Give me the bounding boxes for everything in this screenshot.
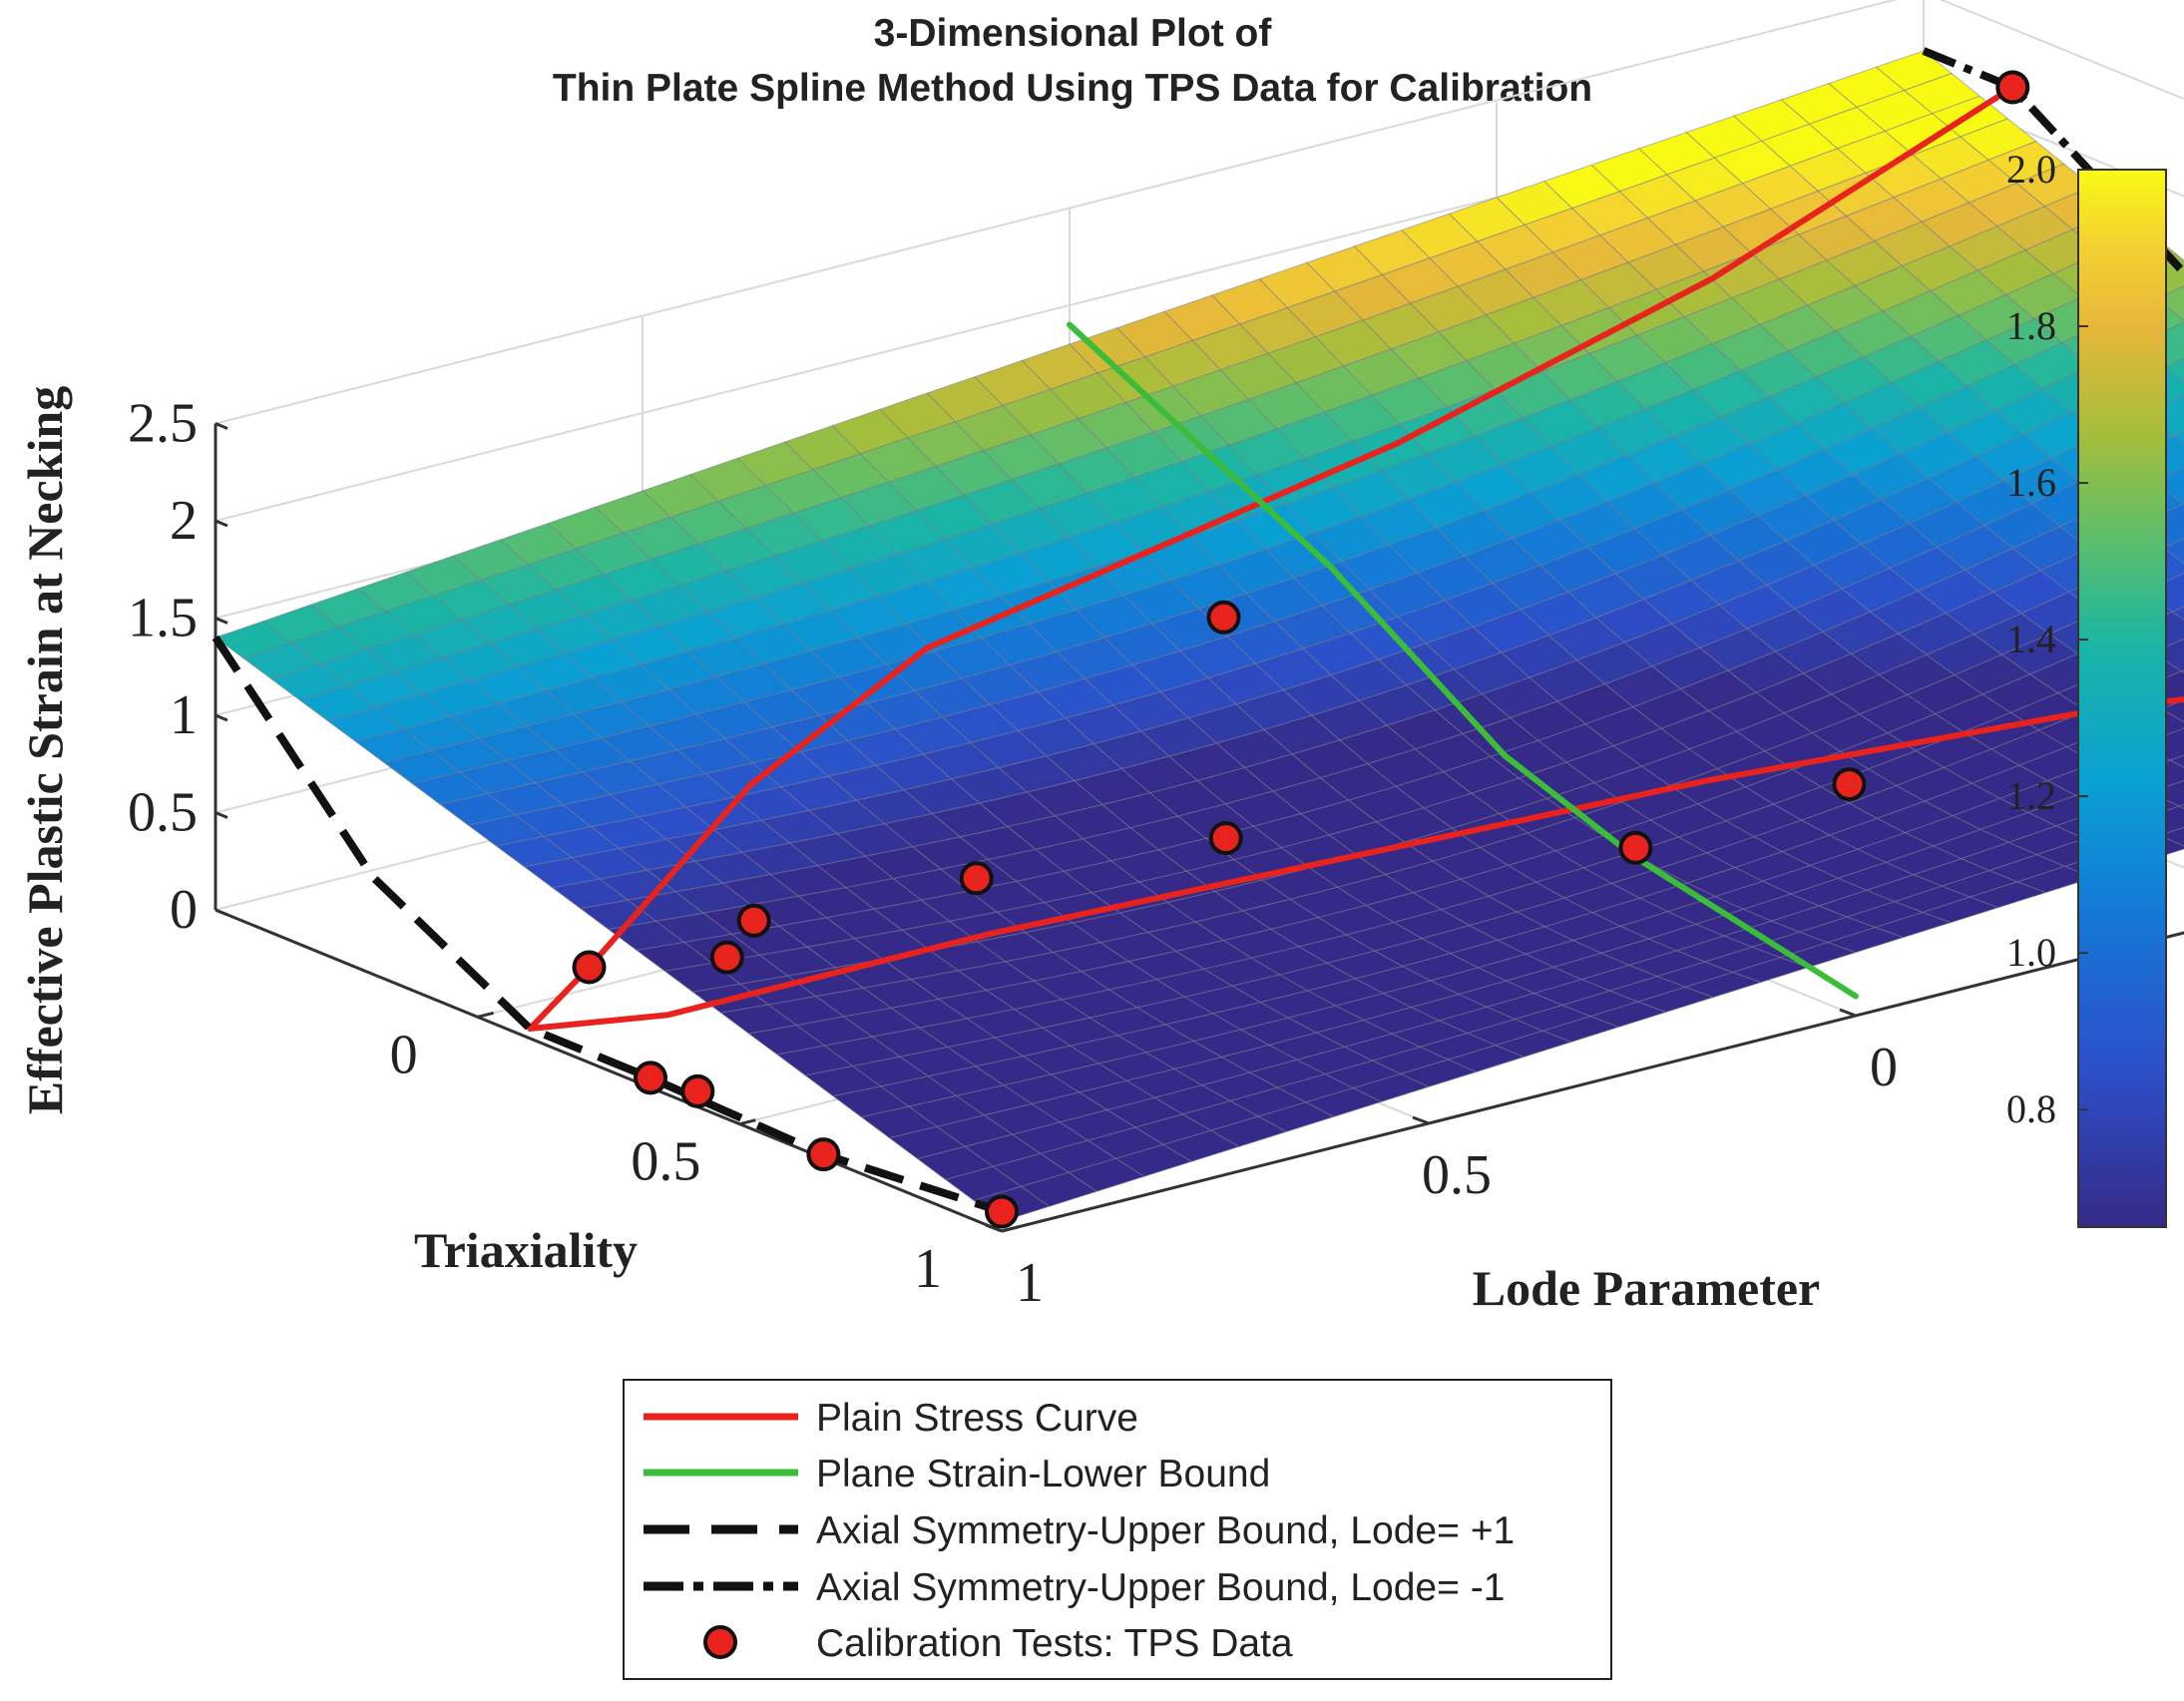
series-line-0 (527, 84, 2184, 1032)
z-tick-mark (215, 519, 228, 528)
x-tick-label: 1 (914, 1238, 942, 1300)
x-axis-label: Triaxiality (414, 1222, 638, 1278)
z-tick-label: 2 (170, 490, 198, 552)
surface-patch (2171, 606, 2184, 622)
calibration-point-5 (680, 1073, 715, 1108)
z-axis-label: Effective Plastic Strain at Necking (17, 386, 73, 1114)
y-tick-mark (1839, 1008, 1857, 1018)
z-tick-label: 2.5 (128, 393, 198, 455)
legend-entry-plain-stress: Plain Stress Curve (644, 1397, 1138, 1440)
chart-title-line-2: Thin Plate Spline Method Using TPS Data … (553, 67, 1592, 110)
calibration-point-8 (1618, 830, 1653, 865)
colorbar-tick-label: 1.6 (2006, 460, 2056, 505)
z-tick-mark (215, 713, 228, 722)
calibration-point-6 (806, 1137, 841, 1172)
z-tick-mark (215, 811, 228, 819)
chart-title-line-1: 3-Dimensional Plot of (874, 12, 1273, 55)
legend-entry-axial-plus: Axial Symmetry-Upper Bound, Lode= +1 (644, 1509, 1515, 1552)
surface-patch (2169, 754, 2184, 768)
calibration-point-9 (1832, 767, 1867, 802)
legend-label-axial-minus: Axial Symmetry-Upper Bound, Lode= -1 (816, 1566, 1505, 1609)
legend-entry-plane-strain: Plane Strain-Lower Bound (644, 1453, 1270, 1495)
data-series (212, 47, 2184, 1229)
z-tick-mark (215, 908, 228, 917)
x-tick-mark (1001, 1225, 1019, 1233)
x-tick-mark (738, 1118, 756, 1126)
z-tick-mark (215, 422, 228, 430)
colorbar (2077, 169, 2167, 1228)
y-tick-mark (985, 1223, 1003, 1233)
x-axis-line (215, 908, 1003, 1233)
calibration-point-11 (1208, 821, 1243, 856)
calibration-point-7 (985, 1194, 1019, 1229)
calibration-point-2 (736, 903, 771, 938)
z-tick-label: 0.5 (128, 782, 198, 844)
surface-patch (2164, 357, 2184, 383)
series-line-2 (212, 635, 1004, 1216)
calibration-point-0 (1995, 70, 2030, 105)
calibration-point-12 (1206, 600, 1241, 635)
z-tick-label: 0 (170, 879, 198, 941)
y-tick-mark (1412, 1115, 1430, 1125)
colorbar-tick-label: 1.8 (2006, 303, 2056, 348)
legend-entry-calibration: Calibration Tests: TPS Data (703, 1622, 1293, 1665)
colorbar-tick-label: 2.0 (2006, 147, 2056, 192)
y-axis-label: Lode Parameter (1473, 1260, 1820, 1316)
z-tick-mark (215, 617, 228, 625)
legend-label-plane-strain: Plane Strain-Lower Bound (816, 1453, 1270, 1495)
legend-label-plain-stress: Plain Stress Curve (816, 1397, 1138, 1440)
legend-label-calibration: Calibration Tests: TPS Data (816, 1622, 1293, 1665)
colorbar-ticks: 0.8 1.0 1.2 1.4 1.6 1.8 2.0 (2006, 147, 2088, 1131)
grid-line-back-wall-z (1923, 89, 2184, 198)
legend-entry-axial-minus: Axial Symmetry-Upper Bound, Lode= -1 (644, 1566, 1505, 1609)
series-line-1 (1067, 321, 1859, 1000)
tick-labels: 00.511.522.500.51−1−0.500.51 (128, 393, 1898, 1315)
x-tick-label: 0 (390, 1024, 418, 1085)
surface (214, 50, 2184, 1222)
colorbar-tick-label: 1.4 (2006, 617, 2056, 661)
calibration-point-3 (709, 940, 744, 975)
legend-label-axial-plus: Axial Symmetry-Upper Bound, Lode= +1 (816, 1509, 1515, 1552)
calibration-point-10 (959, 861, 994, 896)
z-tick-label: 1.5 (128, 588, 198, 649)
x-tick-label: 0.5 (631, 1131, 700, 1193)
grid-line-back-wall-z (1939, 0, 2184, 101)
z-tick-label: 1 (170, 684, 198, 746)
colorbar-tick-label: 0.8 (2006, 1086, 2056, 1131)
calibration-point-4 (634, 1061, 667, 1095)
y-tick-label: 1 (1016, 1252, 1044, 1314)
calibration-point-1 (572, 950, 607, 985)
surface-patch (2173, 430, 2184, 445)
y-tick-label: 0 (1870, 1037, 1898, 1098)
legend-swatch-calibration (703, 1625, 737, 1659)
x-tick-mark (477, 1011, 495, 1019)
colorbar-tick-label: 1.2 (2006, 773, 2056, 818)
y-tick-label: 0.5 (1422, 1144, 1492, 1206)
colorbar-tick-label: 1.0 (2006, 930, 2056, 975)
